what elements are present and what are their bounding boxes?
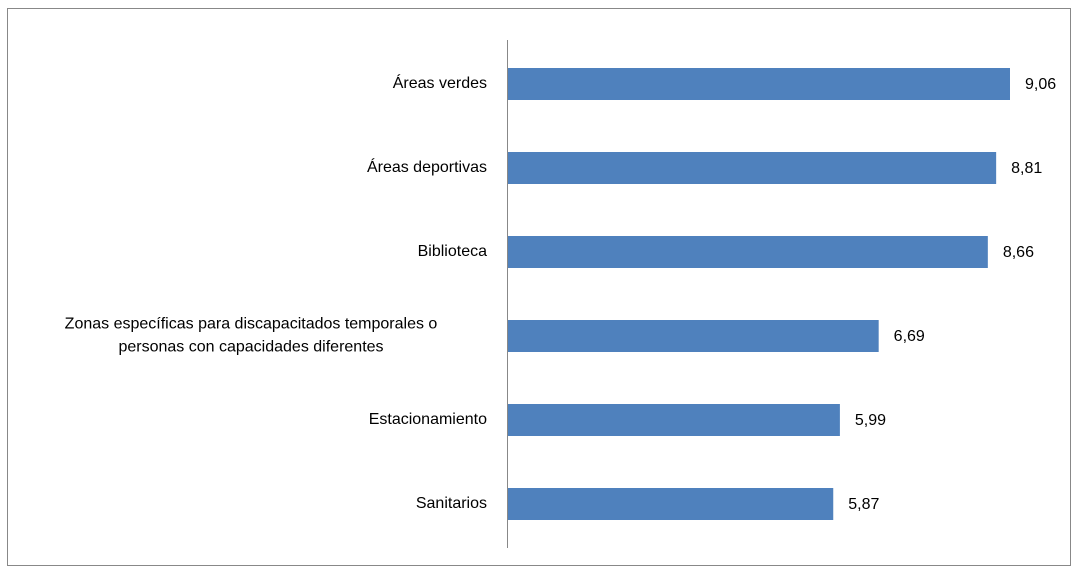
value-label: 5,87 — [848, 496, 879, 513]
y-tick-label: Áreas verdes — [393, 73, 487, 92]
value-label: 9,06 — [1025, 76, 1056, 93]
value-label: 8,66 — [1003, 244, 1034, 261]
y-tick-label: Biblioteca — [418, 243, 487, 260]
y-tick-label: Sanitarios — [416, 495, 487, 512]
bar — [508, 404, 840, 436]
y-tick-label: Zonas específicas para discapacitados te… — [65, 316, 438, 356]
bar — [508, 320, 879, 352]
bar — [508, 152, 997, 184]
chart-border — [7, 8, 1071, 566]
bar — [508, 488, 834, 520]
value-label: 5,99 — [855, 412, 886, 429]
bar — [508, 236, 988, 268]
bar — [508, 68, 1010, 100]
value-label: 8,81 — [1011, 160, 1042, 177]
y-tick-label: Estacionamiento — [369, 411, 487, 428]
y-tick-label: Áreas deportivas — [367, 157, 487, 176]
value-label: 6,69 — [894, 328, 925, 345]
